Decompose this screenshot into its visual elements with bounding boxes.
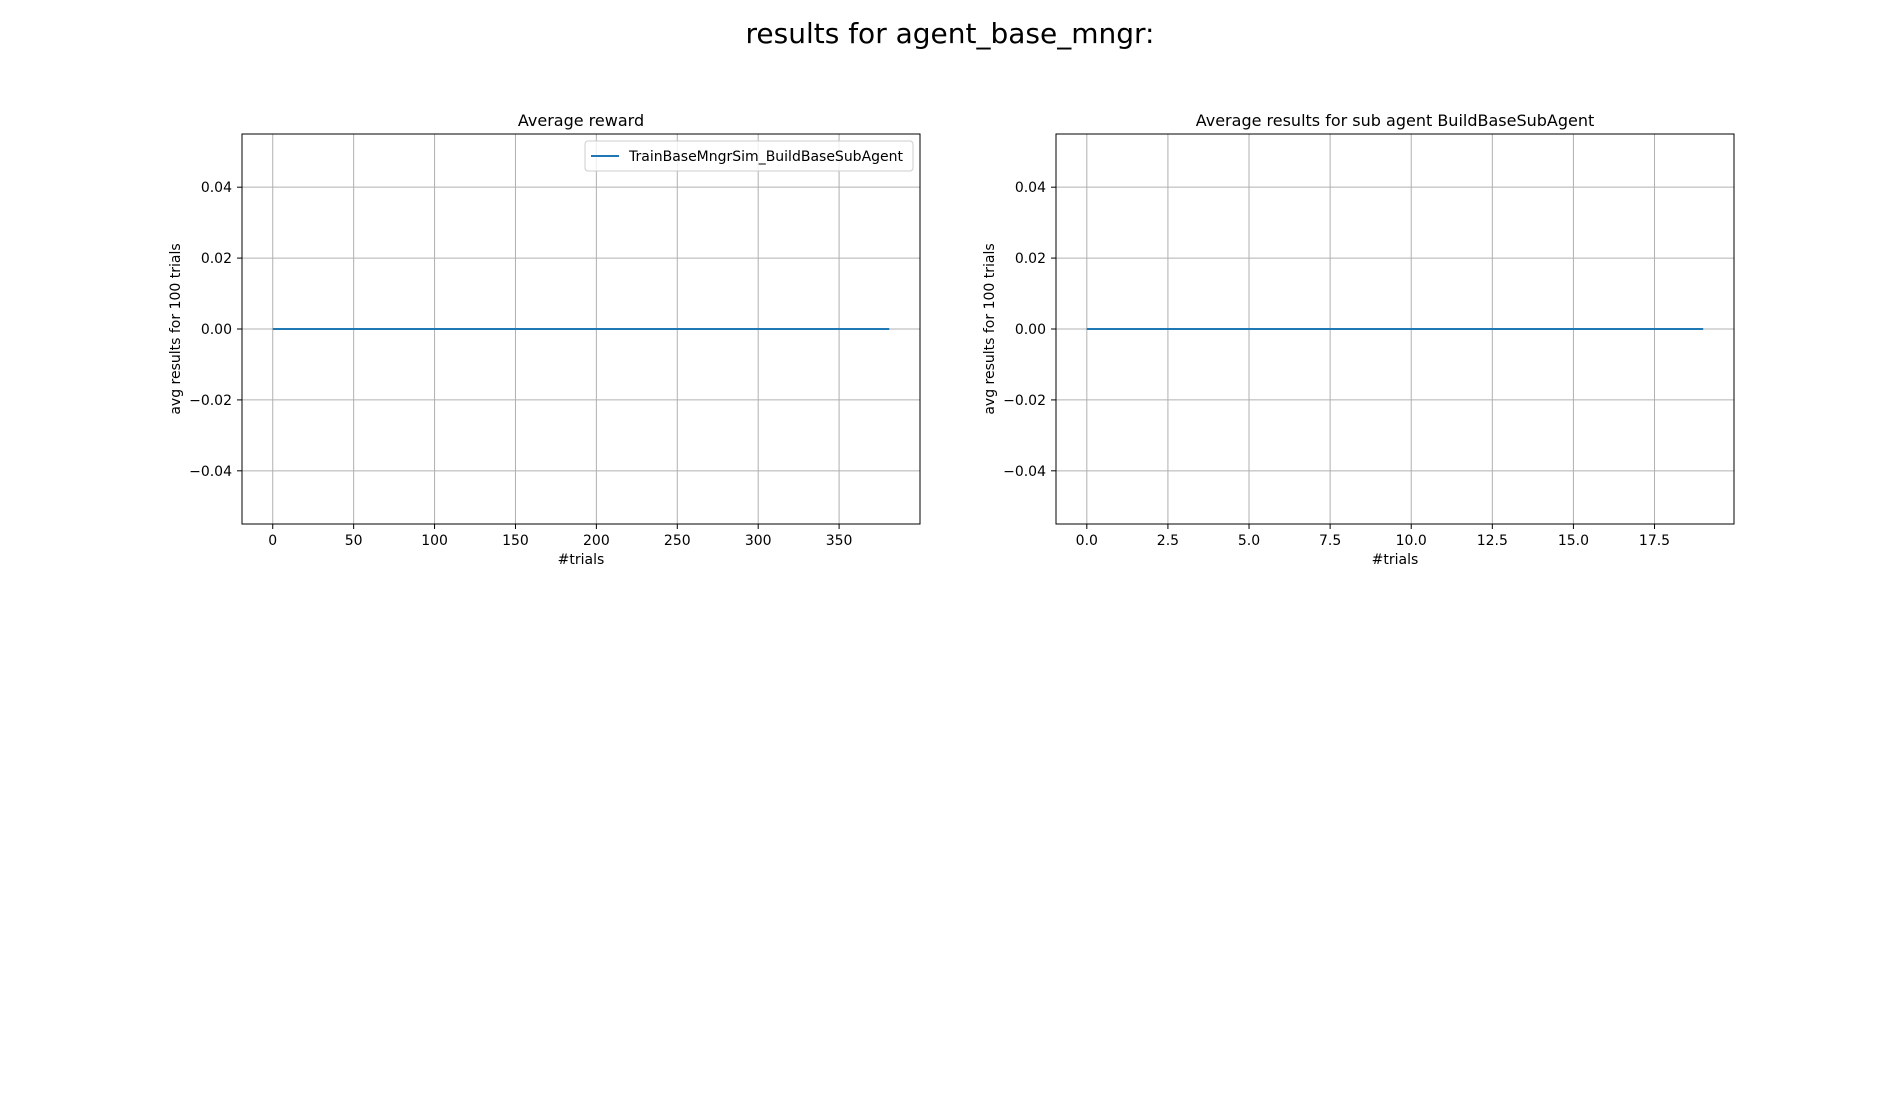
chart-2-x-tick-label: 10.0 — [1396, 533, 1427, 549]
chart-2-x-tick-label: 15.0 — [1558, 533, 1589, 549]
chart-1-x-tick-label: 150 — [502, 533, 529, 549]
chart-1-y-axis-label: avg results for 100 trials — [168, 243, 184, 414]
chart-1-x-tick-label: 100 — [421, 533, 448, 549]
chart-2-x-tick-label: 17.5 — [1639, 533, 1670, 549]
chart-1-x-tick-label: 250 — [664, 533, 691, 549]
chart-2-y-tick-label: −0.02 — [1003, 393, 1046, 409]
chart-1-y-tick-label: −0.04 — [189, 464, 232, 480]
chart-1-y-tick-label: 0.04 — [201, 180, 232, 196]
chart-2-x-axis-label: #trials — [1372, 552, 1419, 568]
chart-1-x-tick-label: 350 — [826, 533, 853, 549]
chart-1-y-tick-label: −0.02 — [189, 393, 232, 409]
chart-1-legend: TrainBaseMngrSim_BuildBaseSubAgent — [584, 140, 914, 172]
chart-2-x-tick-label: 2.5 — [1157, 533, 1179, 549]
figure-title: results for agent_base_mngr: — [745, 17, 1155, 50]
chart-1: 0 50 100 150 200 250 300 350 0.04 0.02 0.00 −0.02 −0… — [168, 111, 921, 568]
chart-2-y-tick-label: 0.02 — [1015, 251, 1046, 267]
chart-2-y-axis-label: avg results for 100 trials — [982, 243, 998, 414]
chart-1-legend-label: TrainBaseMngrSim_BuildBaseSubAgent — [628, 149, 904, 165]
chart-2: 0.0 2.5 5.0 7.5 10.0 12.5 15.0 17.5 0.04 0.02 0.00… — [982, 111, 1735, 568]
chart-2-x-tick-label: 5.0 — [1238, 533, 1260, 549]
chart-1-x-tick-label: 0 — [268, 533, 277, 549]
chart-2-x-tick-label: 0.0 — [1076, 533, 1098, 549]
chart-2-title: Average results for sub agent BuildBaseS… — [1196, 111, 1595, 130]
chart-1-y-tick-label: 0.00 — [201, 322, 232, 338]
chart-1-x-tick-label: 200 — [583, 533, 610, 549]
chart-1-x-tick-label: 300 — [745, 533, 772, 549]
chart-1-title: Average reward — [518, 111, 644, 130]
chart-2-y-tick-label: 0.00 — [1015, 322, 1046, 338]
chart-2-x-tick-label: 12.5 — [1477, 533, 1508, 549]
chart-2-y-tick-label: −0.04 — [1003, 464, 1046, 480]
chart-2-x-tick-label: 7.5 — [1319, 533, 1341, 549]
chart-1-legend-box — [584, 140, 914, 172]
chart-1-x-axis-label: #trials — [558, 552, 605, 568]
chart-2-y-tick-label: 0.04 — [1015, 180, 1046, 196]
chart-1-x-tick-label: 50 — [345, 533, 363, 549]
chart-1-y-tick-label: 0.02 — [201, 251, 232, 267]
